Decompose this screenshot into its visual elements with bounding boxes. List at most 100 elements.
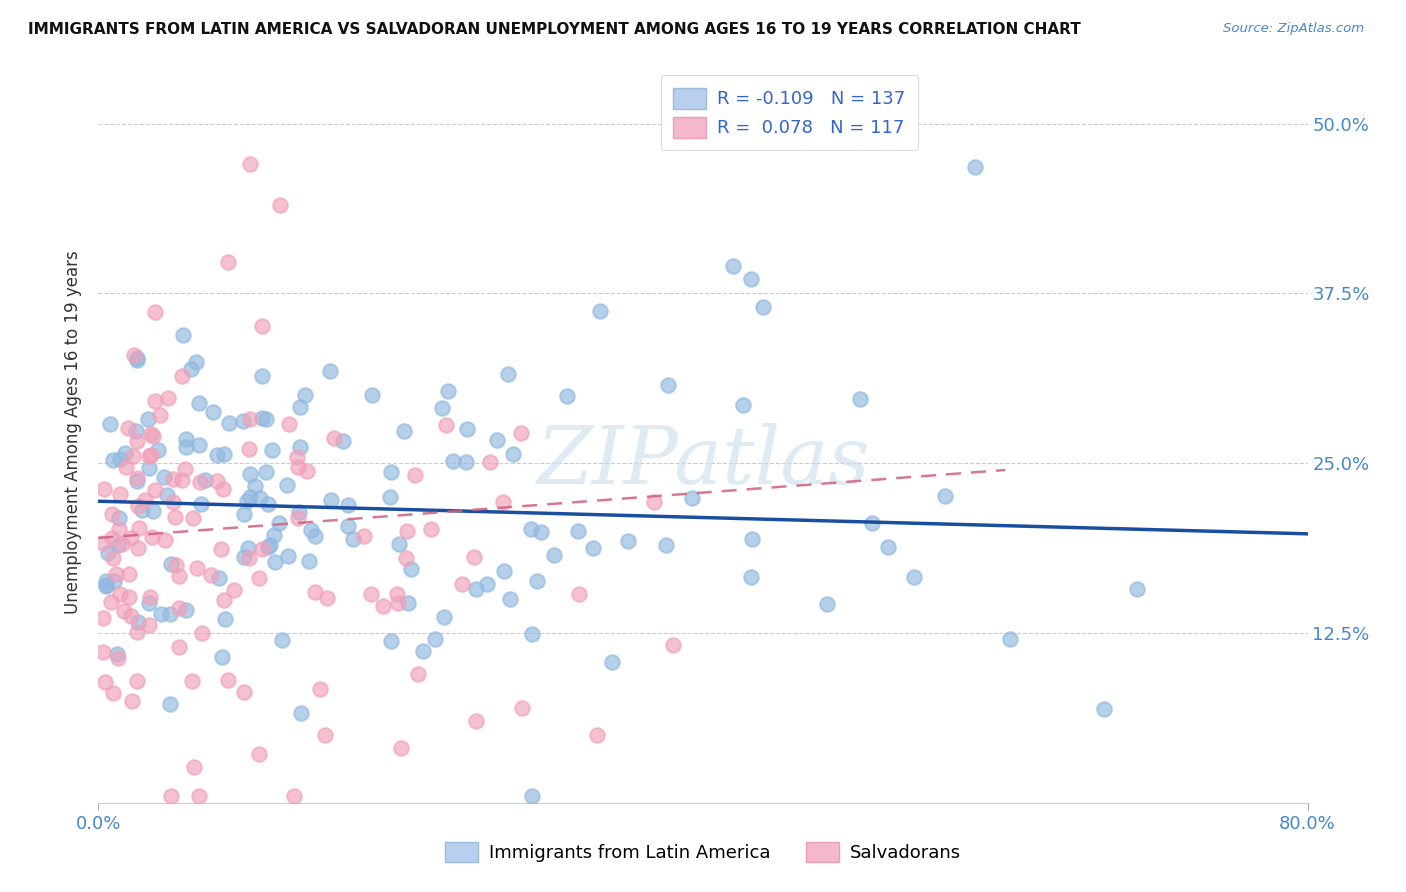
Point xyxy=(165,558,187,572)
Point xyxy=(256,540,278,554)
Point xyxy=(342,533,364,547)
Point xyxy=(288,400,311,414)
Point xyxy=(174,462,197,476)
Point xyxy=(643,494,665,508)
Point xyxy=(395,551,418,566)
Point xyxy=(118,566,141,581)
Point xyxy=(134,492,156,507)
Point xyxy=(145,393,167,408)
Point xyxy=(117,421,139,435)
Point xyxy=(101,550,124,565)
Point xyxy=(98,417,121,431)
Point xyxy=(159,607,181,621)
Point xyxy=(97,546,120,560)
Point xyxy=(314,728,336,742)
Point xyxy=(214,612,236,626)
Point xyxy=(396,597,419,611)
Point xyxy=(105,567,128,582)
Point xyxy=(181,674,204,689)
Point xyxy=(254,412,277,426)
Point xyxy=(236,541,259,556)
Point xyxy=(520,789,543,803)
Point xyxy=(263,527,285,541)
Point xyxy=(430,401,453,416)
Point xyxy=(127,499,149,513)
Point xyxy=(152,469,174,483)
Point xyxy=(654,538,676,552)
Point xyxy=(170,473,193,487)
Point xyxy=(232,414,254,428)
Point xyxy=(149,607,172,622)
Point xyxy=(103,453,125,467)
Point xyxy=(139,448,162,462)
Point xyxy=(360,587,382,601)
Point xyxy=(337,518,360,533)
Point xyxy=(456,422,478,436)
Point xyxy=(122,347,145,361)
Point xyxy=(385,586,408,600)
Point xyxy=(156,391,179,405)
Point xyxy=(423,632,446,647)
Point xyxy=(752,300,775,314)
Point xyxy=(353,529,375,543)
Point xyxy=(321,493,343,508)
Point xyxy=(323,431,346,445)
Point xyxy=(108,522,131,536)
Point xyxy=(277,549,299,564)
Point xyxy=(101,532,124,546)
Point xyxy=(304,585,326,599)
Point xyxy=(332,434,354,448)
Point xyxy=(477,577,499,591)
Point xyxy=(299,523,322,537)
Point xyxy=(249,491,271,505)
Point xyxy=(259,537,281,551)
Point xyxy=(412,644,434,658)
Point xyxy=(118,591,141,605)
Point xyxy=(485,433,508,447)
Point xyxy=(222,583,245,598)
Point xyxy=(235,493,257,508)
Point xyxy=(209,541,232,556)
Point xyxy=(187,789,209,803)
Point xyxy=(269,516,291,530)
Point xyxy=(934,490,956,504)
Point xyxy=(143,305,166,319)
Point xyxy=(176,432,198,446)
Point xyxy=(510,700,533,714)
Point xyxy=(543,548,565,562)
Point xyxy=(361,388,384,402)
Y-axis label: Unemployment Among Ages 16 to 19 years: Unemployment Among Ages 16 to 19 years xyxy=(65,251,83,615)
Point xyxy=(105,648,128,662)
Point xyxy=(138,596,160,610)
Point xyxy=(107,651,129,665)
Point xyxy=(256,497,278,511)
Point xyxy=(127,625,149,640)
Point xyxy=(526,574,548,588)
Point xyxy=(741,533,763,547)
Point xyxy=(238,551,260,566)
Point xyxy=(239,490,262,504)
Point xyxy=(127,351,149,366)
Point xyxy=(127,541,149,556)
Point xyxy=(965,160,987,174)
Point xyxy=(141,529,163,543)
Point xyxy=(121,694,143,708)
Point xyxy=(138,618,160,632)
Point xyxy=(389,741,412,756)
Point xyxy=(318,364,340,378)
Point xyxy=(184,355,207,369)
Point xyxy=(125,425,148,439)
Point xyxy=(520,627,543,641)
Point xyxy=(336,498,359,512)
Point xyxy=(94,578,117,592)
Point xyxy=(100,595,122,609)
Point xyxy=(153,533,176,548)
Point xyxy=(1125,582,1147,596)
Point xyxy=(740,570,762,584)
Point xyxy=(254,465,277,479)
Text: ZIPatlas: ZIPatlas xyxy=(536,424,870,501)
Point xyxy=(1092,701,1115,715)
Point xyxy=(239,467,262,481)
Point xyxy=(492,495,515,509)
Point xyxy=(1000,632,1022,646)
